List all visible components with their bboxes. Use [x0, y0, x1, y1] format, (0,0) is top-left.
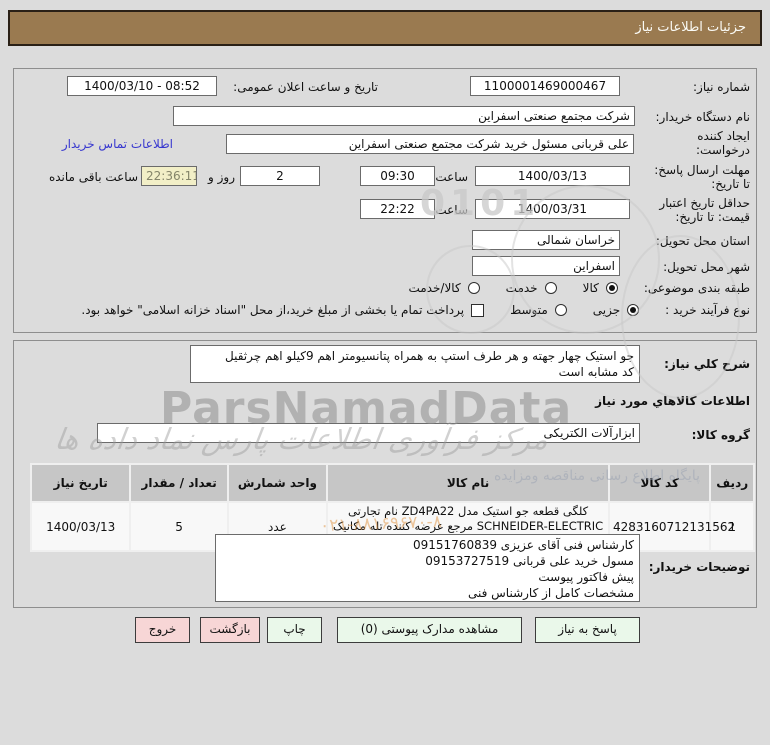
buyer-note-line: پیش فاکتور پیوست	[538, 570, 634, 584]
announce-datetime-field[interactable]: 1400/03/10 - 08:52	[67, 76, 217, 96]
classification-label: طبقه بندی موضوعی:	[643, 281, 750, 295]
cell-row-no: 1	[709, 501, 755, 552]
deadline-label-line1: مهلت ارسال پاسخ:	[654, 163, 750, 177]
validity-label-line2: قیمت: تا تاریخ:	[675, 210, 750, 224]
city-label: شهر محل تحویل:	[663, 260, 750, 274]
buyer-notes-textarea[interactable]: کارشناس فنی آقای عزیزی 09151760839 مسول …	[215, 534, 640, 602]
page-title: جزئیات اطلاعات نیاز	[8, 10, 762, 46]
radio-service-icon[interactable]	[544, 282, 557, 294]
creator-label-line2: درخواست:	[696, 143, 750, 157]
col-header-date: تاریخ نیاز	[29, 463, 132, 503]
treasury-checkbox-label: پرداخت تمام یا بخشی از مبلغ خرید،از محل …	[81, 303, 465, 317]
days-left-field[interactable]: 2	[240, 166, 320, 186]
description-line2: کد مشابه است	[558, 365, 634, 379]
deadline-date-field[interactable]: 1400/03/13	[475, 166, 630, 186]
radio-partial-icon[interactable]	[627, 304, 640, 316]
deadline-label-line2: تا تاریخ:	[711, 177, 750, 191]
validity-date-field[interactable]: 1400/03/31	[475, 199, 630, 219]
description-label: شرح کلي نیاز:	[664, 357, 750, 371]
deadline-time-field[interactable]: 09:30	[360, 166, 435, 186]
cell-qty: 5	[129, 501, 229, 552]
announce-datetime-label: تاریخ و ساعت اعلان عمومی:	[233, 80, 378, 94]
goods-group-field[interactable]: ابزارآلات الکتریکی	[97, 423, 640, 443]
time-left-label: ساعت باقی مانده	[48, 170, 138, 184]
col-header-row-no: ردیف	[709, 463, 755, 503]
description-textarea[interactable]: جو استیک چهار جهته و هر طرف استپ به همرا…	[190, 345, 640, 383]
col-header-unit: واحد شمارش	[226, 463, 329, 503]
radio-medium-label: متوسط	[510, 303, 548, 317]
col-header-qty: تعداد / مقدار	[129, 463, 229, 503]
need-number-field[interactable]: 1100001469000467	[470, 76, 620, 96]
need-info-panel	[13, 68, 757, 333]
province-field[interactable]: خراسان شمالی	[472, 230, 620, 250]
radio-goods-service-icon[interactable]	[467, 282, 480, 294]
goods-group-label: گروه کالا:	[691, 428, 750, 442]
validity-label-line1: حداقل تاریخ اعتبار	[659, 196, 750, 210]
col-header-code: کد کالا	[608, 463, 712, 503]
radio-goods-label: کالا	[582, 281, 599, 295]
buyer-org-field[interactable]: شرکت مجتمع صنعتی اسفراین	[173, 106, 635, 126]
print-button[interactable]: چاپ	[267, 617, 322, 643]
back-button[interactable]: بازگشت	[200, 617, 260, 643]
buyer-note-line: مشخصات کامل از کارشناس فنی	[467, 586, 634, 600]
col-header-name: نام کالا	[326, 463, 611, 503]
radio-partial-label: جزیی	[592, 303, 621, 317]
cell-goods-code: 4283160712131562	[608, 501, 735, 552]
view-attached-docs-button[interactable]: مشاهده مدارک پیوستی (0)	[337, 617, 522, 643]
request-creator-field[interactable]: علی قربانی مسئول خرید شرکت مجتمع صنعتی ا…	[226, 134, 634, 154]
buyer-notes-label: توضیحات خریدار:	[648, 560, 750, 574]
deadline-hour-label: ساعت	[435, 170, 468, 184]
process-type-label: نوع فرآیند خرید :	[665, 303, 750, 317]
time-left-countdown: 22:36:11	[141, 166, 197, 186]
need-number-label: شماره نیاز:	[693, 80, 750, 94]
exit-button[interactable]: خروج	[135, 617, 190, 643]
buyer-note-line: کارشناس فنی آقای عزیزی 09151760839	[413, 538, 634, 552]
cell-need-date: 1400/03/13	[29, 501, 132, 552]
buyer-org-label: نام دستگاه خریدار:	[655, 110, 751, 124]
treasury-checkbox[interactable]	[471, 303, 485, 317]
radio-service-label: خدمت	[505, 281, 538, 295]
creator-label-line1: ایجاد کننده	[697, 129, 750, 143]
radio-goods-icon[interactable]	[605, 282, 618, 294]
province-label: استان محل تحویل:	[655, 234, 750, 248]
goods-table-header-row: ردیف کد کالا نام کالا واحد شمارش تعداد /…	[29, 463, 755, 503]
city-field[interactable]: اسفراین	[472, 256, 620, 276]
radio-medium-icon[interactable]	[554, 304, 567, 316]
goods-info-panel	[13, 340, 757, 608]
days-and-label: روز و	[208, 170, 235, 184]
radio-goods-service-label: کالا/خدمت	[408, 281, 461, 295]
validity-hour-label: ساعت	[435, 203, 468, 217]
buyer-note-line: مسول خرید علی قربانی 09153727519	[425, 554, 634, 568]
description-line1: جو استیک چهار جهته و هر طرف استپ به همرا…	[225, 349, 634, 363]
validity-time-field[interactable]: 22:22	[360, 199, 435, 219]
reply-to-need-button[interactable]: پاسخ به نیاز	[535, 617, 640, 643]
goods-section-title: اطلاعات کالاهاي مورد نیاز	[595, 394, 750, 408]
buyer-contact-link[interactable]: اطلاعات تماس خریدار	[61, 137, 173, 151]
